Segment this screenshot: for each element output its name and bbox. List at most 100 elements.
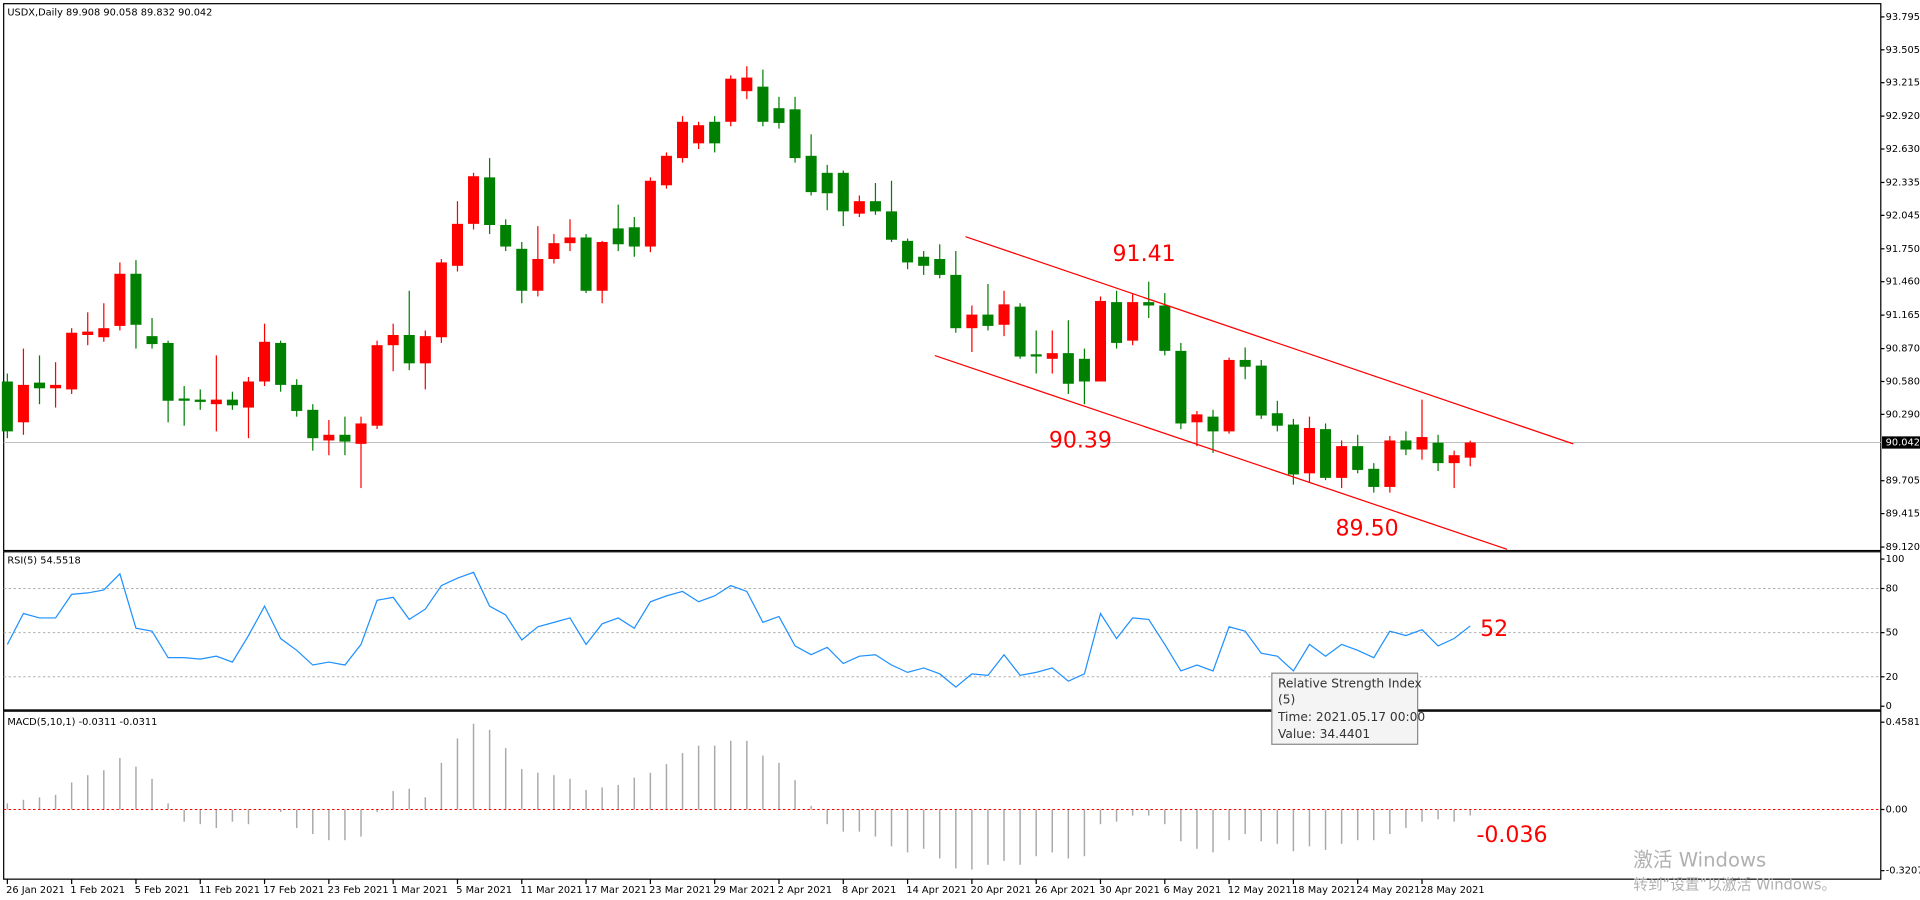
macd-bar <box>1405 809 1407 828</box>
candle-body <box>677 121 689 159</box>
macd-bar <box>569 778 571 810</box>
macd-bar <box>906 809 909 853</box>
candle-body <box>805 155 817 193</box>
y-tick-label: 92.045 <box>1886 210 1920 221</box>
macd-bar <box>1164 809 1166 825</box>
macd-bar <box>794 780 796 810</box>
candle-body <box>821 172 833 194</box>
macd-bar <box>295 809 298 828</box>
candle-body <box>66 332 78 390</box>
macd-bar <box>151 778 153 810</box>
macd-bar <box>408 788 410 810</box>
plot-layer: 93.795 93.505 93.215 92.920 92.630 92.335 92.0… <box>1 12 1920 896</box>
candle-body <box>1464 442 1476 458</box>
candle-body <box>226 399 238 406</box>
macd-bar <box>649 772 652 810</box>
macd-bar <box>279 809 282 812</box>
candle-body <box>612 228 624 245</box>
annotation: 89.50 <box>1336 517 1399 542</box>
candle-body <box>419 336 431 364</box>
macd-bar <box>810 805 812 810</box>
candle-body <box>387 334 399 346</box>
macd-title: MACD(5,10,1) -0.0311 -0.0311 <box>7 717 157 728</box>
x-tick-label: 23 Feb 2021 <box>328 885 389 896</box>
macd-bar <box>70 782 73 810</box>
candle-body <box>564 237 576 244</box>
macd-bar <box>746 740 748 810</box>
candle-body <box>291 384 303 411</box>
candle-body <box>1400 440 1412 450</box>
x-tick-label: 24 May 2021 <box>1356 885 1420 896</box>
candle-body <box>1255 365 1267 416</box>
macd-bar <box>617 784 619 810</box>
candle-body <box>1159 305 1171 351</box>
candle-body <box>1448 455 1460 464</box>
rsi-title: RSI(5) 54.5518 <box>7 555 80 566</box>
macd-bar <box>1421 809 1423 822</box>
x-tick-label: 17 Mar 2021 <box>585 885 647 896</box>
macd-bar <box>938 809 941 859</box>
candle-body <box>50 384 62 389</box>
y-tick-label: 20 <box>1886 672 1898 683</box>
candle-body <box>339 434 351 442</box>
channel-upper <box>965 236 1574 445</box>
x-tick-label: 26 Jan 2021 <box>6 885 65 896</box>
candle-body <box>1191 414 1203 423</box>
candle-body <box>323 434 335 441</box>
macd-bar <box>312 809 314 835</box>
candle-body <box>1030 354 1042 357</box>
channel-lower <box>934 355 1508 550</box>
macd-bar <box>360 809 362 837</box>
macd-bar <box>215 809 218 828</box>
candle-body <box>837 172 849 212</box>
macd-bar <box>730 740 732 810</box>
y-tick-label: 93.505 <box>1886 45 1920 56</box>
candle-body <box>1111 302 1123 343</box>
macd-bar <box>1147 809 1150 816</box>
candle-body <box>1 381 13 432</box>
macd-bar <box>1324 809 1327 850</box>
candle-body <box>885 211 898 240</box>
y-tick-label: 93.795 <box>1886 12 1920 23</box>
x-tick-label: 17 Feb 2021 <box>263 885 324 896</box>
main-pane <box>3 3 1882 552</box>
macd-bar <box>1276 809 1279 844</box>
candle-body <box>1287 424 1299 475</box>
macd-bar <box>1228 809 1230 841</box>
macd-bar <box>6 803 9 810</box>
x-tick-label: 28 May 2021 <box>1421 885 1485 896</box>
x-tick-label: 1 Mar 2021 <box>392 885 448 896</box>
macd-bar <box>440 762 443 810</box>
candle-body <box>982 314 994 326</box>
candle-body <box>468 176 480 224</box>
macd-bar <box>472 723 475 810</box>
current-price-label: 90.042 <box>1886 437 1920 448</box>
macd-bar <box>1083 809 1086 857</box>
candle-body <box>259 341 271 382</box>
macd-bar <box>1356 809 1359 841</box>
macd-bar <box>392 791 394 810</box>
macd-bar <box>328 809 330 841</box>
watermark-line1: 激活 Windows <box>1633 848 1766 871</box>
macd-bar <box>376 809 378 812</box>
macd-bar <box>1373 809 1375 841</box>
macd-bar <box>119 758 121 810</box>
candle-body <box>403 334 415 364</box>
candle-body <box>548 243 560 260</box>
candle-body <box>628 227 640 247</box>
macd-bar <box>521 769 523 810</box>
y-tick-label: 0.00 <box>1886 804 1908 815</box>
candle-body <box>1320 429 1332 478</box>
candle-body <box>773 108 785 123</box>
y-tick-label: 100 <box>1886 554 1905 565</box>
y-tick-label: 89.415 <box>1886 509 1920 520</box>
y-tick-label: 90.870 <box>1886 344 1920 355</box>
candle-body <box>1416 437 1428 450</box>
candle-body <box>869 201 881 212</box>
macd-bar <box>1131 809 1134 816</box>
macd-bar <box>38 797 41 810</box>
candle-body <box>1352 446 1364 470</box>
macd-bar <box>1244 809 1246 835</box>
macd-bar <box>167 803 169 810</box>
